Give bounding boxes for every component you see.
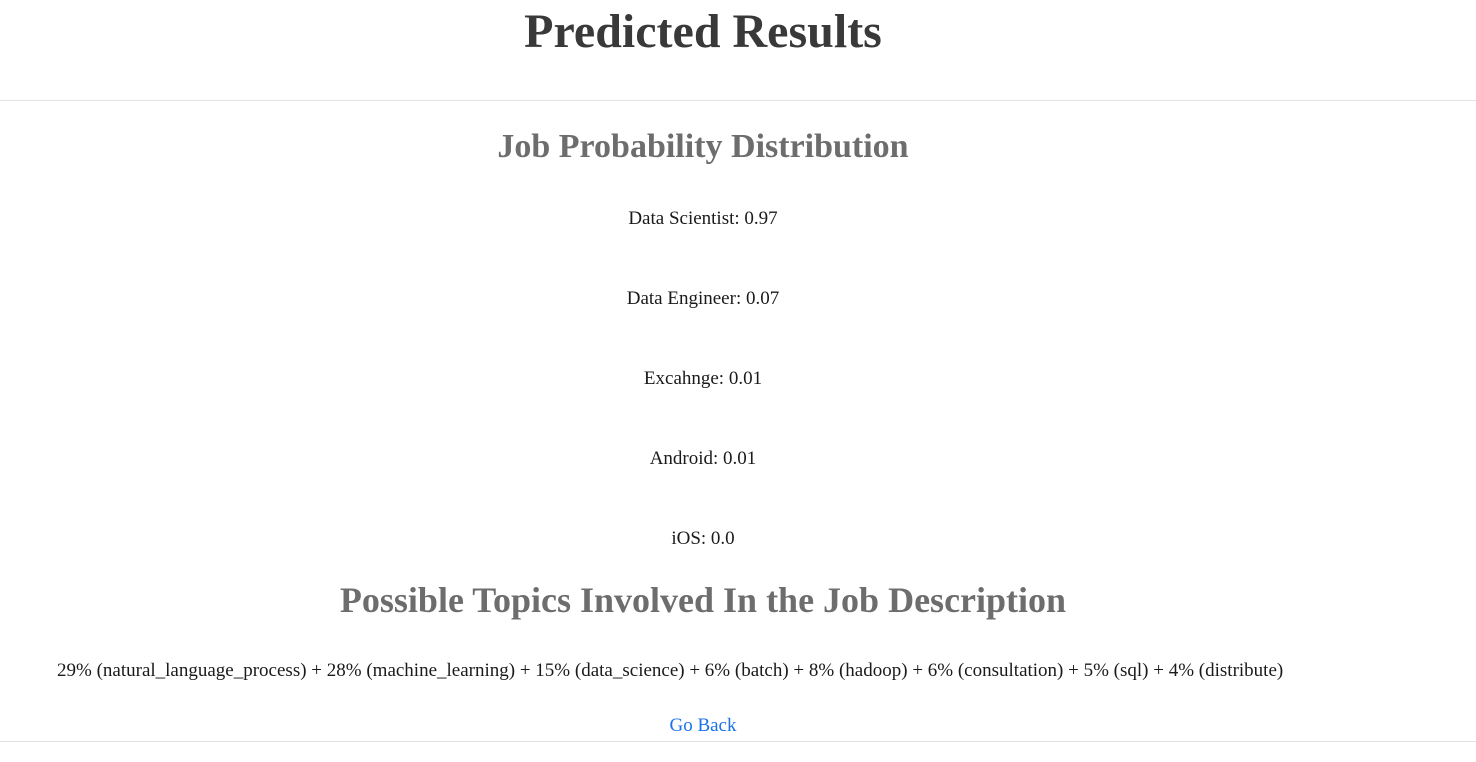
distribution-heading: Job Probability Distribution [497, 128, 909, 165]
footer-divider [0, 741, 1476, 742]
header-divider [0, 100, 1476, 101]
go-back-link[interactable]: Go Back [669, 715, 737, 736]
probability-item-data-engineer: Data Engineer: 0.07 [626, 288, 780, 309]
topics-text: 29% (natural_language_process) + 28% (ma… [57, 660, 1284, 681]
topics-heading: Possible Topics Involved In the Job Desc… [339, 580, 1067, 620]
page-title: Predicted Results [524, 5, 882, 58]
probability-item-ios: iOS: 0.0 [671, 528, 735, 549]
probability-item-data-scientist: Data Scientist: 0.97 [628, 208, 778, 229]
probability-item-android: Android: 0.01 [649, 448, 757, 469]
probability-item-excahnge: Excahnge: 0.01 [643, 368, 763, 389]
page-header: Predicted Results [0, 0, 1476, 101]
go-back-container: Go Back [0, 714, 1406, 738]
